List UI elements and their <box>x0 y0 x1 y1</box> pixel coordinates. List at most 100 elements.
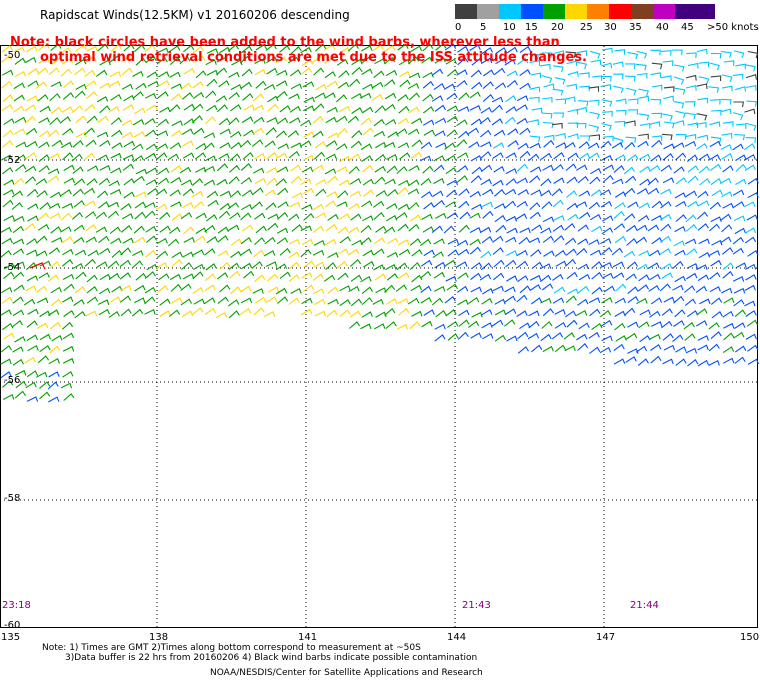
wind-barb <box>651 321 663 327</box>
wind-barb <box>109 71 122 77</box>
wind-barb <box>480 250 492 259</box>
wind-barb <box>675 152 687 161</box>
wind-barb <box>684 101 696 107</box>
wind-barb <box>339 299 351 307</box>
wind-barb <box>589 176 601 185</box>
wind-barb <box>290 83 303 90</box>
wind-barb <box>458 309 470 317</box>
wind-barb <box>531 261 543 270</box>
wind-barb <box>302 81 315 88</box>
wind-barb <box>591 225 603 233</box>
wind-barb <box>674 249 686 256</box>
wind-barb <box>519 322 531 330</box>
wind-barb <box>132 250 144 256</box>
wind-barb <box>3 215 15 221</box>
wind-barb <box>697 274 709 282</box>
wind-barb <box>12 309 25 317</box>
wind-barb <box>723 60 735 66</box>
wind-barb <box>38 272 50 279</box>
wind-barb <box>542 121 554 129</box>
wind-barb <box>303 260 315 268</box>
wind-barb <box>326 309 338 318</box>
wind-barb <box>60 226 72 233</box>
wind-barb <box>543 139 555 148</box>
wind-barb <box>651 139 663 148</box>
wind-barb <box>327 252 339 259</box>
wind-barb <box>553 112 565 118</box>
wind-barb <box>468 296 480 305</box>
wind-barb <box>349 177 362 185</box>
wind-barb <box>48 396 60 403</box>
wind-barb <box>396 212 408 220</box>
wind-barb <box>687 62 699 69</box>
wind-barb <box>467 320 480 328</box>
wind-barb <box>733 101 744 108</box>
wind-barb <box>387 237 399 245</box>
wind-barb <box>276 69 288 76</box>
wind-barb <box>384 56 396 65</box>
wind-barb <box>625 332 638 340</box>
wind-barb <box>530 249 542 257</box>
wind-barb <box>219 284 231 293</box>
wind-barb <box>326 223 338 232</box>
wind-barb <box>639 165 651 173</box>
wind-barb <box>145 152 157 160</box>
wind-barb <box>48 129 60 138</box>
wind-barb <box>554 249 567 258</box>
wind-barb <box>111 142 123 149</box>
wind-barb <box>49 93 61 102</box>
wind-barb <box>408 106 420 114</box>
legend-label-10: 10 <box>503 22 516 33</box>
wind-barb <box>312 225 324 233</box>
wind-barb <box>99 105 111 114</box>
wind-barb <box>239 55 251 64</box>
wind-barb <box>457 272 469 280</box>
wind-barb <box>60 212 72 221</box>
wind-barb <box>505 308 517 315</box>
wind-barb <box>396 262 408 271</box>
wind-barb <box>183 44 195 53</box>
wind-barb <box>722 202 734 209</box>
wind-barb <box>711 239 723 246</box>
wind-barb <box>577 263 589 270</box>
wind-barb <box>338 179 351 186</box>
wind-barb <box>347 43 359 52</box>
wind-barb <box>375 190 387 197</box>
wind-barb <box>627 286 639 295</box>
wind-barb <box>686 154 699 163</box>
wind-barb <box>229 153 241 162</box>
wind-barb <box>157 284 169 293</box>
wind-barb <box>374 165 386 173</box>
wind-barb <box>408 92 420 101</box>
wind-barb <box>240 236 252 245</box>
footer-note-1: Note: 1) Times are GMT 2)Times along bot… <box>42 643 421 653</box>
wind-barb <box>37 355 50 364</box>
wind-barb <box>543 83 555 90</box>
wind-barb <box>384 103 396 112</box>
wind-barb <box>696 264 708 271</box>
wind-barb <box>577 100 589 107</box>
wind-barb <box>468 141 480 149</box>
wind-barb <box>494 214 506 223</box>
wind-barb <box>110 237 122 245</box>
wind-barb <box>470 118 483 126</box>
wind-barb <box>336 166 348 173</box>
wind-barb <box>74 285 86 294</box>
wind-barb <box>540 227 552 234</box>
wind-barb <box>131 308 144 317</box>
wind-barb <box>639 122 651 129</box>
wind-barb <box>156 143 169 150</box>
wind-barb <box>206 236 218 244</box>
wind-barb <box>26 396 39 402</box>
wind-barb <box>575 201 588 208</box>
wind-barb <box>361 311 373 318</box>
wind-barb <box>469 227 482 233</box>
wind-barb <box>530 72 542 79</box>
map-frame <box>0 45 758 628</box>
wind-barb <box>97 154 109 161</box>
wind-barb <box>120 55 132 63</box>
wind-barb <box>685 190 697 197</box>
wind-barb <box>277 166 289 173</box>
wind-barb <box>663 121 675 129</box>
wind-barb <box>13 105 25 113</box>
